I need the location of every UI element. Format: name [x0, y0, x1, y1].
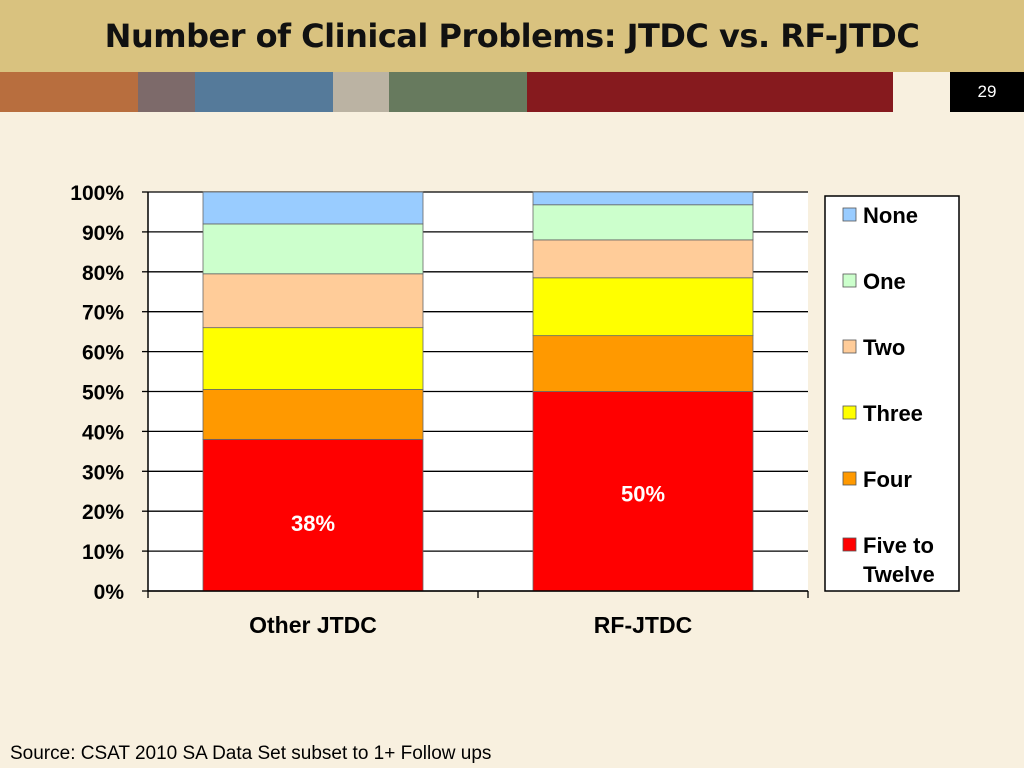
legend-label: Four — [863, 467, 912, 492]
y-tick-label: 0% — [94, 581, 125, 604]
legend-swatch — [842, 339, 857, 354]
legend-swatch — [842, 537, 857, 552]
data-label: 38% — [291, 511, 335, 536]
title-bar: Number of Clinical Problems: JTDC vs. RF… — [0, 0, 1024, 72]
legend-label: Five to — [863, 533, 934, 558]
legend-label: None — [863, 203, 918, 228]
chart-bars — [202, 191, 754, 592]
y-tick-label: 50% — [82, 382, 124, 405]
legend-swatch — [842, 273, 857, 288]
bar-segment — [532, 239, 754, 279]
y-tick-label: 20% — [82, 501, 124, 524]
bar-segment — [202, 223, 424, 275]
y-tick-label: 80% — [82, 262, 124, 285]
legend-swatch — [842, 405, 857, 420]
legend-swatch — [842, 471, 857, 486]
y-tick-label: 10% — [82, 541, 124, 564]
bar-segment — [202, 389, 424, 440]
decor-stripe-4 — [333, 72, 389, 112]
bar-segment — [532, 277, 754, 337]
decor-stripe-2 — [138, 72, 195, 112]
legend-swatch — [842, 207, 857, 222]
x-category-label: Other JTDC — [249, 612, 377, 638]
x-category-label: RF-JTDC — [594, 612, 692, 638]
decor-stripe-6 — [527, 72, 893, 112]
decor-stripe-1 — [0, 72, 138, 112]
y-tick-label: 40% — [82, 421, 124, 444]
data-label: 50% — [621, 481, 665, 506]
bar-segment — [532, 335, 754, 392]
bar-segment — [202, 327, 424, 390]
stacked-bar-chart: 0% 10% 20% 30% 40% 50% 60% 70% 80% 90% 100% Other J… — [70, 182, 960, 638]
chart-legend: None One Two Three Four Five to Twelve — [824, 195, 960, 592]
bar-segment — [202, 191, 424, 225]
y-tick-label: 30% — [82, 461, 124, 484]
y-tick-label: 60% — [82, 342, 124, 365]
legend-label-cont: Twelve — [863, 562, 935, 587]
bar-segment — [532, 191, 754, 206]
slide-number: 29 — [950, 72, 1024, 112]
source-note: Source: CSAT 2010 SA Data Set subset to … — [10, 743, 492, 764]
y-tick-label: 90% — [82, 222, 124, 245]
y-tick-label: 100% — [70, 182, 124, 205]
legend-box — [824, 195, 960, 592]
decor-stripe-5 — [389, 72, 527, 112]
y-tick-label: 70% — [82, 302, 124, 325]
legend-label: One — [863, 269, 906, 294]
slide-title: Number of Clinical Problems: JTDC vs. RF… — [104, 17, 920, 55]
legend-label: Two — [863, 335, 905, 360]
bar-segment — [202, 273, 424, 329]
chart-axes — [142, 191, 809, 598]
decor-stripe-3 — [195, 72, 333, 112]
legend-label: Three — [863, 401, 923, 426]
bar-segment — [532, 391, 754, 592]
chart-labels: 0% 10% 20% 30% 40% 50% 60% 70% 80% 90% 100% Other J… — [70, 182, 692, 638]
bar-segment — [532, 204, 754, 241]
